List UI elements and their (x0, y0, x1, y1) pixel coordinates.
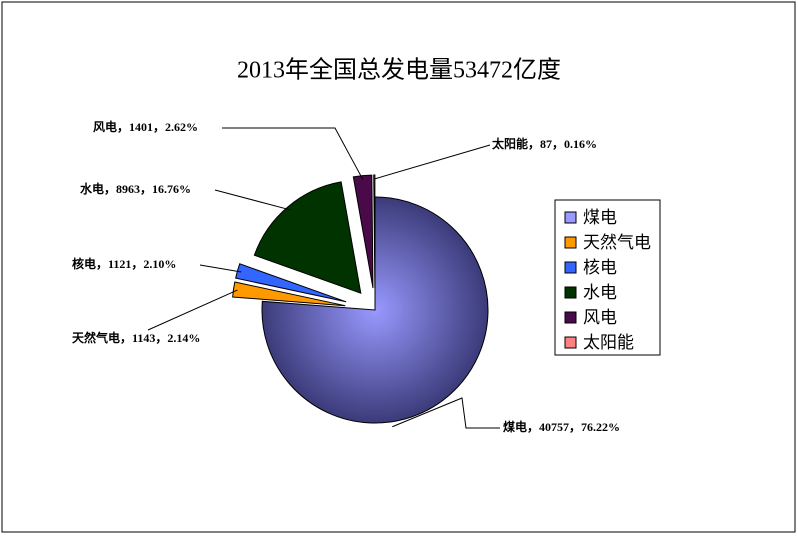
leader-line (214, 189, 291, 211)
legend-label: 风电 (583, 308, 617, 328)
pie-slice (373, 174, 376, 289)
pie-slice (253, 181, 362, 294)
pie-slice (232, 281, 346, 307)
data-label: 风电，1401，2.62% (93, 119, 198, 134)
leader-line (392, 397, 500, 429)
legend-swatch (564, 211, 577, 224)
legend-swatch (564, 236, 577, 249)
chart-title: 2013年全国总发电量53472亿度 (237, 57, 561, 84)
legend-box (554, 199, 661, 356)
legend-swatch (564, 286, 577, 299)
data-label: 水电，8963，16.76% (80, 181, 191, 196)
data-label: 核电，1121，2.10% (72, 256, 176, 271)
data-label: 天然气电，1143，2.14% (72, 330, 200, 345)
leader-line (374, 144, 491, 180)
pie-slice (261, 196, 489, 424)
legend-swatch (564, 336, 577, 349)
leader-line (147, 289, 238, 331)
legend-label: 水电 (583, 283, 617, 303)
leader-line (222, 127, 364, 180)
legend-label: 太阳能 (583, 333, 634, 353)
legend-swatch (564, 311, 577, 324)
legend-label: 核电 (583, 258, 617, 278)
data-label: 太阳能，87，0.16% (492, 136, 597, 151)
legend-swatch (564, 261, 577, 274)
leader-line (199, 264, 242, 273)
legend-label: 煤电 (583, 208, 617, 228)
pie-slice (352, 174, 374, 289)
data-label: 煤电，40757，76.22% (503, 419, 620, 434)
legend-label: 天然气电 (583, 233, 651, 253)
